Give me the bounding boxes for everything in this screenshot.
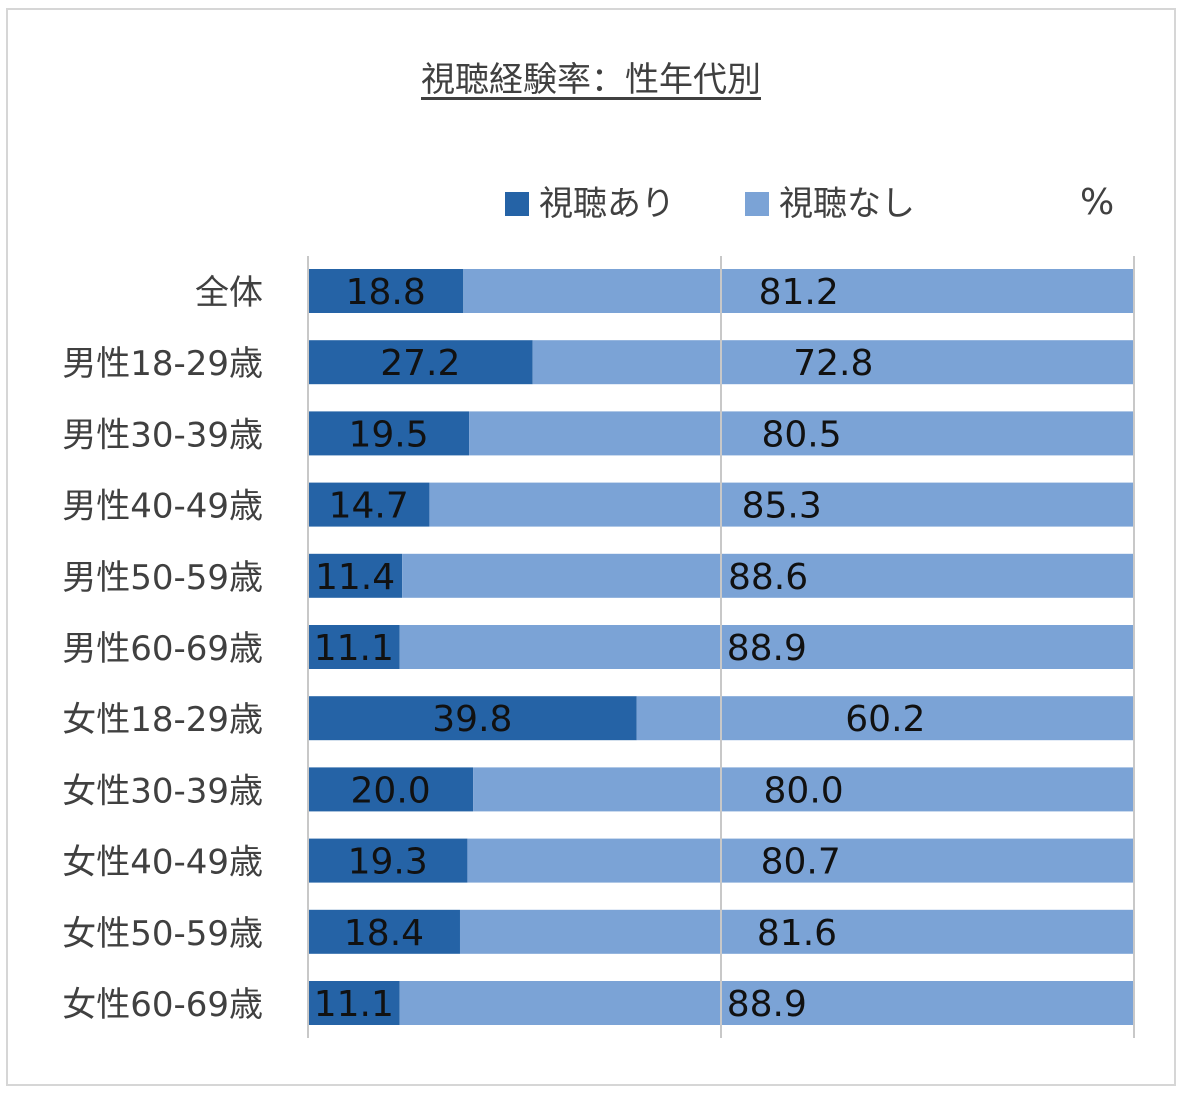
data-label: 72.8 <box>793 343 873 384</box>
category-label: 全体 <box>195 273 263 313</box>
bar-viewed <box>308 696 637 741</box>
data-label: 11.4 <box>315 557 395 598</box>
bar-not-viewed <box>399 625 1134 669</box>
bar-not-viewed <box>636 696 1134 741</box>
category-label: 男性18-29歳 <box>62 344 263 384</box>
data-label: 88.9 <box>727 984 807 1025</box>
data-label: 60.2 <box>845 699 925 740</box>
data-label: 80.0 <box>764 770 844 811</box>
chart-frame <box>6 8 1176 1086</box>
bar-not-viewed <box>467 838 1135 883</box>
data-label: 88.6 <box>728 557 808 598</box>
bar-not-viewed <box>402 553 1134 598</box>
data-label: 80.5 <box>761 414 841 455</box>
category-label: 男性50-59歳 <box>62 558 263 598</box>
data-label: 88.9 <box>727 628 807 669</box>
legend-swatch-viewed <box>505 191 529 216</box>
bar-viewed <box>308 909 460 954</box>
data-label: 18.8 <box>346 272 426 313</box>
data-label: 18.4 <box>344 913 424 954</box>
category-label: 女性50-59歳 <box>62 914 263 954</box>
bar-not-viewed <box>429 482 1134 527</box>
bar-viewed <box>308 838 468 883</box>
bar-not-viewed <box>399 981 1134 1025</box>
data-label: 85.3 <box>742 486 822 527</box>
data-label: 11.1 <box>314 984 394 1025</box>
category-label: 男性60-69歳 <box>62 629 263 669</box>
bar-viewed <box>308 269 464 313</box>
category-label: 男性30-39歳 <box>62 415 263 455</box>
chart-title-text: 視聴経験率：性年代別 <box>421 60 761 100</box>
unit-label: % <box>1080 182 1115 223</box>
data-label: 27.2 <box>380 343 460 384</box>
data-label: 39.8 <box>432 699 512 740</box>
legend-label-viewed: 視聴あり <box>539 184 675 224</box>
category-label: 女性30-39歳 <box>62 771 263 811</box>
bar-viewed <box>308 482 430 527</box>
category-label: 女性18-29歳 <box>62 700 263 740</box>
data-label: 14.7 <box>329 486 409 527</box>
legend-item-not-viewed: 視聴なし <box>745 176 915 225</box>
legend-swatch-not-viewed <box>745 191 769 216</box>
bar-viewed <box>308 553 403 598</box>
category-label: 女性40-49歳 <box>62 843 263 883</box>
data-label: 11.1 <box>314 628 394 669</box>
bar-not-viewed <box>532 340 1134 385</box>
bar-viewed <box>308 340 533 385</box>
chart-title: 視聴経験率：性年代別 <box>0 52 1182 101</box>
legend-item-viewed: 視聴あり <box>505 176 675 225</box>
bar-not-viewed <box>459 909 1134 954</box>
bar-not-viewed <box>463 269 1135 313</box>
bar-viewed <box>308 625 400 669</box>
category-label: 男性40-49歳 <box>62 487 263 527</box>
data-label: 20.0 <box>351 770 431 811</box>
data-label: 19.3 <box>348 842 428 883</box>
data-label: 19.5 <box>348 414 428 455</box>
data-label: 81.2 <box>759 272 839 313</box>
bar-not-viewed <box>469 411 1134 456</box>
bar-viewed <box>308 411 470 456</box>
data-label: 81.6 <box>757 913 837 954</box>
category-label: 女性60-69歳 <box>62 985 263 1025</box>
data-label: 80.7 <box>761 842 841 883</box>
bar-viewed <box>308 981 400 1025</box>
legend-label-not-viewed: 視聴なし <box>779 184 915 224</box>
bar-viewed <box>308 767 474 812</box>
bar-not-viewed <box>473 767 1134 812</box>
